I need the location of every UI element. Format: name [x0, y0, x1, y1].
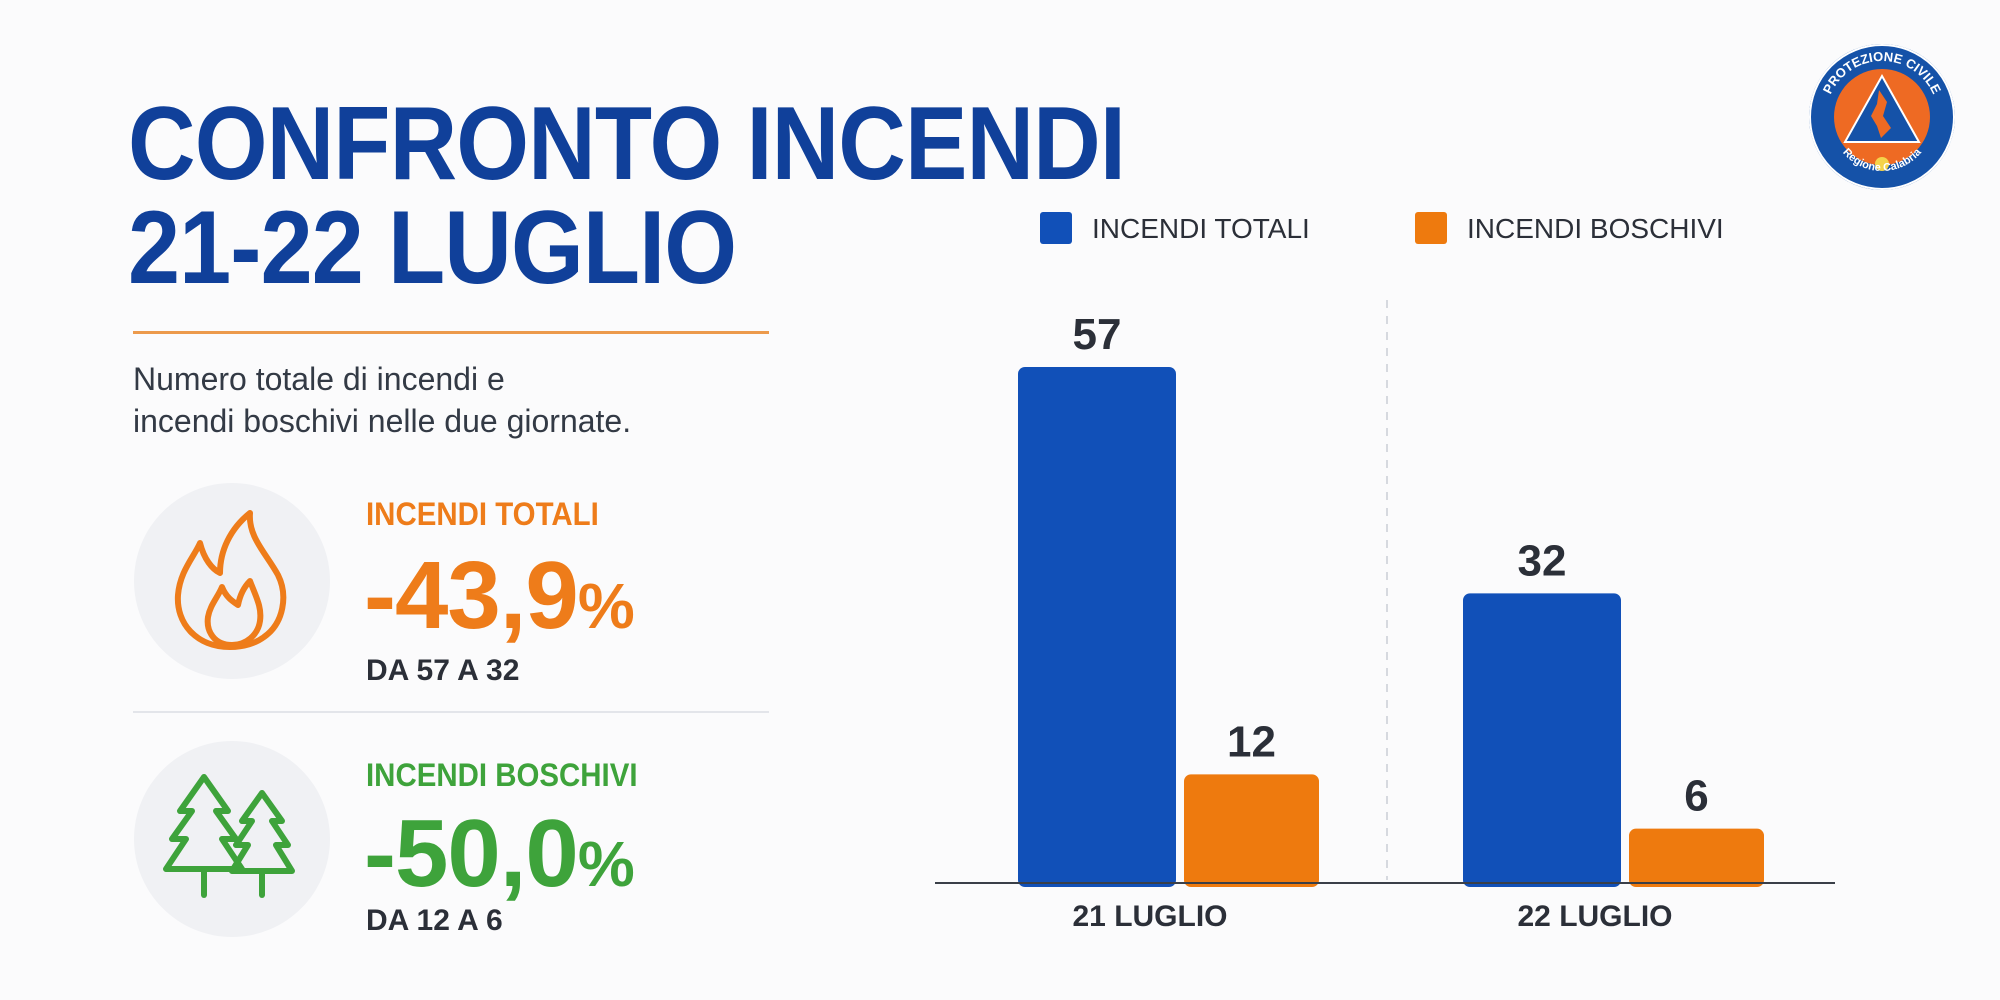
category-label: 22 LUGLIO: [1517, 900, 1672, 933]
subtitle-line-1: Numero totale di incendi e: [133, 361, 505, 397]
stat-value-totali: -43,9%: [364, 548, 635, 654]
stat-label-boschivi: INCENDI BOSCHIVI: [366, 757, 638, 793]
protezione-civile-logo: PROTEZIONE CIVILE Regione Calabria: [1809, 44, 1955, 190]
stat-unit-boschivi: %: [577, 828, 635, 900]
stat-number-totali: -43,9: [364, 542, 579, 649]
subtitle: Numero totale di incendi e incendi bosch…: [133, 358, 813, 442]
data-label: 57: [1073, 310, 1122, 359]
bar: [1463, 593, 1621, 887]
title-line-1: CONFRONTO INCENDI: [128, 86, 1126, 202]
data-label: 6: [1684, 772, 1708, 821]
subtitle-line-2: incendi boschivi nelle due giornate.: [133, 403, 632, 439]
legend-swatch: [1415, 212, 1447, 244]
bar: [1018, 367, 1176, 887]
stat-number-boschivi: -50,0: [364, 800, 579, 907]
stat-detail-totali: DA 57 A 32: [366, 654, 520, 687]
data-label: 12: [1227, 717, 1276, 766]
pine-trees-icon: [163, 774, 295, 898]
title-line-2: 21-22 LUGLIO: [128, 190, 737, 306]
bar: [1629, 828, 1764, 887]
flame-icon: [174, 510, 287, 650]
stat-divider: [133, 711, 769, 713]
stat-unit-totali: %: [577, 570, 635, 642]
data-label: 32: [1518, 536, 1567, 585]
stat-label-totali: INCENDI TOTALI: [366, 496, 599, 532]
stat-value-boschivi: -50,0%: [364, 806, 635, 912]
legend-label: INCENDI TOTALI: [1092, 213, 1310, 244]
legend-swatch: [1040, 212, 1072, 244]
flame-icon-circle: [134, 483, 330, 679]
stat-detail-boschivi: DA 12 A 6: [366, 904, 503, 937]
trees-icon-circle: [134, 741, 330, 937]
page-title: CONFRONTO INCENDI 21-22 LUGLIO: [128, 86, 1126, 306]
category-label: 21 LUGLIO: [1072, 900, 1227, 933]
bar: [1184, 774, 1319, 887]
title-divider: [133, 331, 769, 334]
legend-label: INCENDI BOSCHIVI: [1467, 213, 1724, 244]
